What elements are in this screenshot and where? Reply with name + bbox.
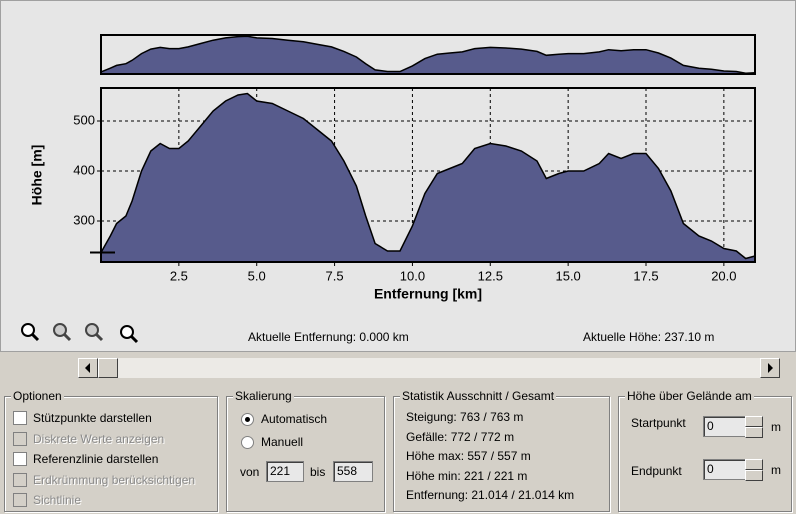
checkbox-label: Referenzlinie darstellen (33, 452, 159, 466)
radio-manual[interactable] (241, 436, 254, 449)
plot-frame (100, 87, 756, 263)
radio-label: Manuell (261, 435, 304, 449)
spin-up[interactable] (745, 416, 763, 427)
checkbox-label: Diskrete Werte anzeigen (33, 431, 165, 446)
stat-line: Steigung: 763 / 763 m (406, 410, 524, 424)
from-label: von (240, 465, 260, 479)
checkbox (13, 493, 27, 507)
checkbox-label: Erdkrümmung berücksichtigen (33, 472, 196, 487)
scroll-left[interactable] (78, 358, 98, 378)
x-tick-label: 2.5 (170, 268, 188, 283)
overview-border (100, 34, 756, 75)
x-axis-label: Entfernung [km] (374, 286, 482, 302)
chart: Höhe [m] Entfernung [km] 2.5 5.0 7.5 10.0 12… (21, 34, 756, 344)
scroll-right[interactable] (760, 358, 780, 378)
unit: m (771, 463, 781, 477)
x-tick-label: 15.0 (555, 268, 580, 283)
stat-line: Höhe max: 557 / 557 m (406, 449, 531, 464)
group-title: Skalierung (233, 389, 294, 403)
profile-line (100, 92, 756, 260)
current-height: Aktuelle Höhe: 237.10 m (583, 330, 715, 344)
scroll-thumb[interactable] (98, 358, 118, 378)
statistics-group: Statistik Ausschnitt / Gesamt Steigung: … (393, 389, 610, 512)
overview-line (100, 35, 756, 74)
y-tick-label: 400 (73, 162, 95, 177)
current-distance: Aktuelle Entfernung: 0.000 km (248, 330, 409, 344)
zoom-tools[interactable] (21, 323, 139, 344)
start-label: Startpunkt (631, 416, 686, 430)
end-label: Endpunkt (631, 464, 682, 478)
spin-up[interactable] (745, 459, 763, 470)
scaling-group: Skalierung Automatisch Manuell von 221 b… (226, 389, 385, 512)
x-tick-label: 17.5 (633, 268, 658, 283)
checkbox-label: Stützpunkte darstellen (33, 411, 152, 425)
x-tick-label: 12.5 (478, 268, 503, 283)
ground-height-group: Höhe über Gelände am Startpunkt 0 m Endp… (618, 389, 792, 512)
y-tick-label: 500 (73, 112, 95, 127)
spin-down[interactable] (745, 427, 763, 438)
group-title: Höhe über Gelände am (625, 389, 754, 403)
y-tick-label: 300 (73, 212, 95, 227)
checkbox (13, 431, 27, 446)
stat-line: Höhe min: 221 / 221 m (406, 468, 528, 483)
stat-line: Entfernung: 21.014 / 21.014 km (406, 488, 575, 503)
x-tick-label: 20.0 (711, 268, 736, 283)
radio-automatic[interactable] (241, 413, 254, 426)
scrollbar[interactable] (78, 358, 779, 378)
y-axis-label: Höhe [m] (29, 145, 45, 206)
start-input[interactable]: 0 (703, 416, 747, 437)
radio-label: Automatisch (261, 412, 328, 426)
checkbox[interactable] (13, 411, 27, 425)
end-input[interactable]: 0 (703, 459, 747, 480)
stat-line: Gefälle: 772 / 772 m (406, 429, 515, 444)
spin-down[interactable] (745, 470, 763, 481)
checkbox (13, 472, 27, 487)
group-title: Optionen (11, 389, 64, 403)
checkbox-label: Sichtlinie (33, 493, 82, 507)
to-input[interactable]: 558 (333, 461, 373, 482)
overview-area (101, 36, 755, 74)
to-label: bis (310, 465, 326, 479)
checkbox[interactable] (13, 452, 27, 466)
options-group: Optionen Stützpunkte darstellen Diskrete … (4, 389, 218, 512)
x-tick-label: 10.0 (400, 268, 425, 283)
x-tick-label: 5.0 (248, 268, 266, 283)
unit: m (771, 420, 781, 434)
profile-area (101, 93, 755, 262)
from-input[interactable]: 221 (266, 461, 304, 482)
x-tick-label: 7.5 (326, 268, 344, 283)
group-title: Statistik Ausschnitt / Gesamt (400, 389, 557, 403)
